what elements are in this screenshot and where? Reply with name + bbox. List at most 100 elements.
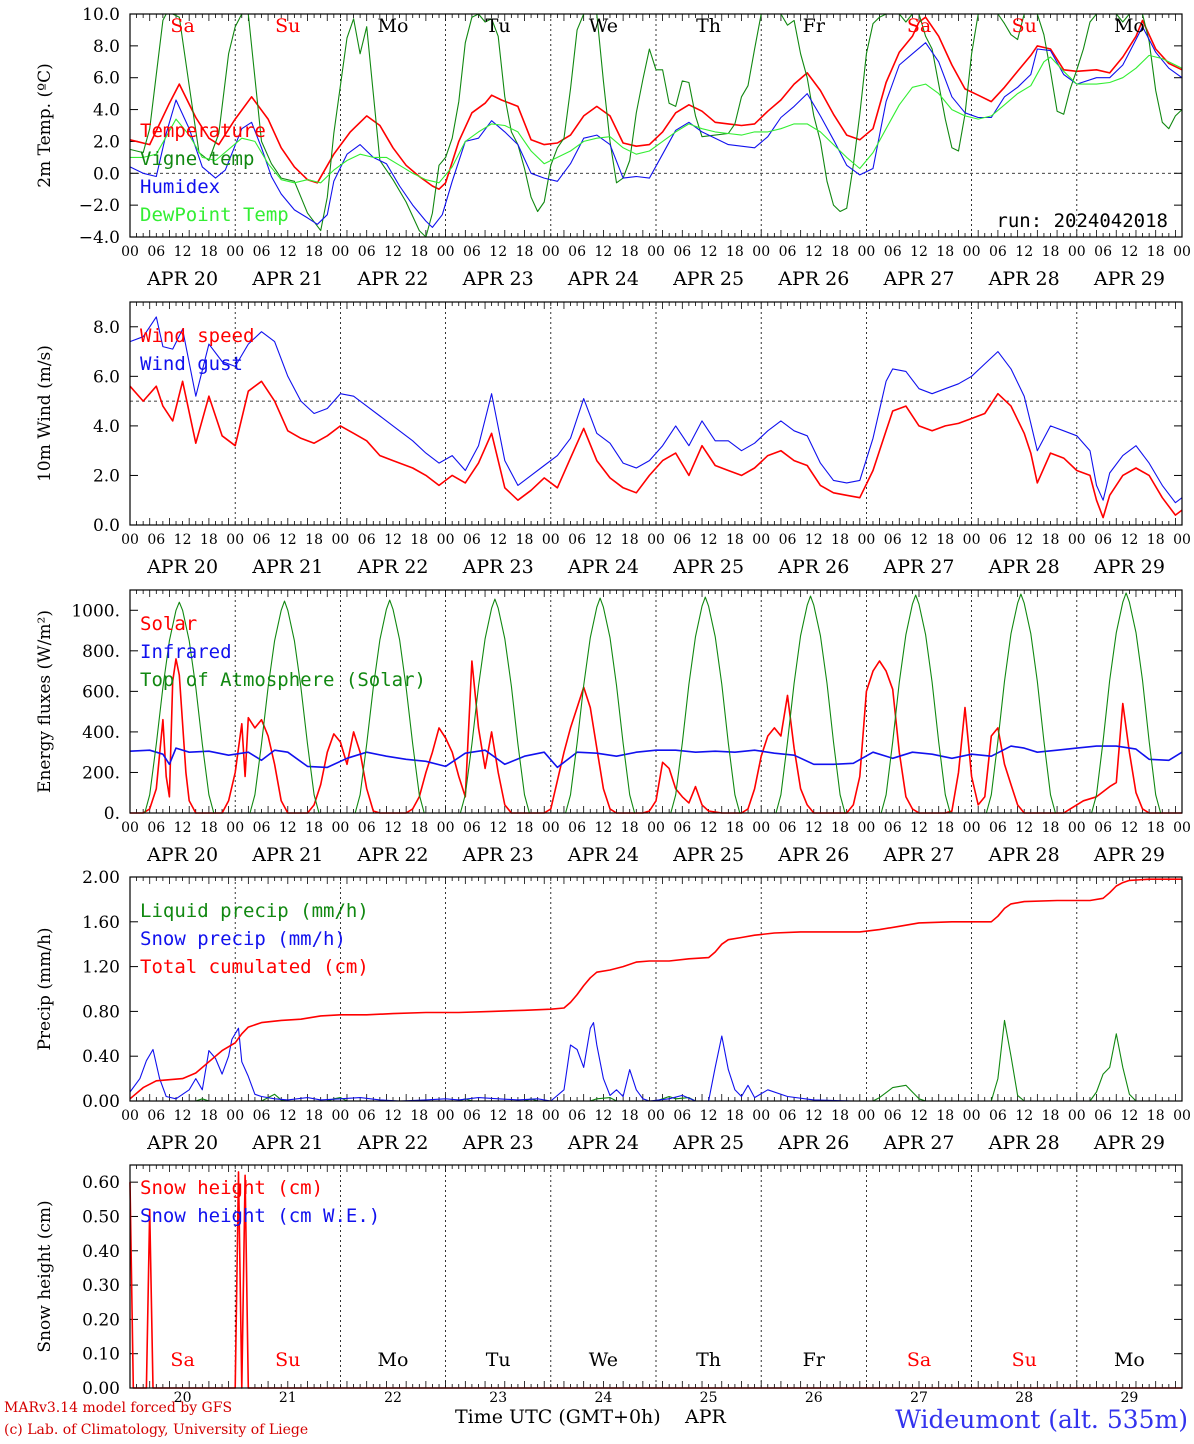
legend-entry: Humidex [140, 176, 220, 198]
weekday-label: Sa [170, 15, 194, 37]
hour-tick-label: 00 [437, 244, 455, 260]
hour-tick-label: 18 [305, 820, 323, 836]
series-line [130, 54, 1183, 184]
day-number-label: 24 [594, 1390, 612, 1406]
hour-tick-label: 06 [463, 820, 481, 836]
hour-tick-label: 00 [542, 1108, 560, 1124]
hour-tick-label: 00 [857, 820, 875, 836]
panel-1: −4.0 −2.0 0.0 2.0 4.0 6.0 8.0 10.0 2m Temp. (ºC)… [35, 5, 1191, 290]
series-line [129, 745, 1183, 769]
date-label: APR 29 [1093, 1132, 1165, 1154]
hour-tick-label: 00 [857, 1108, 875, 1124]
weekday-label: Tu [486, 1349, 511, 1371]
date-label: APR 25 [672, 844, 744, 866]
hour-tick-label: 00 [963, 1108, 981, 1124]
hour-tick-label: 18 [621, 1108, 639, 1124]
hour-tick-label: 12 [279, 532, 297, 548]
hour-tick-label: 12 [279, 244, 297, 260]
copyright: (c) Lab. of Climatology, University of L… [4, 1422, 308, 1438]
hour-tick-label: 12 [594, 244, 612, 260]
hour-tick-label: 00 [121, 244, 139, 260]
date-label: APR 23 [462, 1132, 534, 1154]
series-line [129, 1022, 1182, 1102]
hour-tick-label: 00 [1068, 820, 1086, 836]
date-label: APR 22 [356, 844, 428, 866]
hour-tick-label: 06 [779, 244, 797, 260]
hour-tick-label: 18 [726, 1108, 744, 1124]
series-line [144, 592, 1162, 814]
y-tick-label: −2.0 [79, 196, 120, 216]
hour-tick-label: 06 [358, 1108, 376, 1124]
date-label: APR 24 [567, 844, 639, 866]
hour-tick-label: 06 [989, 532, 1007, 548]
series-line [129, 878, 1182, 1100]
hour-tick-label: 18 [1042, 532, 1060, 548]
hour-tick-label: 06 [1094, 532, 1112, 548]
hour-tick-label: 12 [1015, 244, 1033, 260]
date-label: APR 25 [672, 268, 744, 290]
date-label: APR 22 [356, 1132, 428, 1154]
plot-frame [129, 1164, 1183, 1389]
date-label: APR 29 [1093, 844, 1165, 866]
hour-tick-label: 18 [200, 532, 218, 548]
legend-entry: Snow height (cm) [140, 1177, 323, 1199]
date-label: APR 22 [356, 268, 428, 290]
y-tick-label: 1.20 [82, 958, 120, 978]
hour-tick-label: 00 [226, 1108, 244, 1124]
weekday-label: Sa [907, 1349, 931, 1371]
legend-entry: Total cumulated (cm) [140, 956, 369, 978]
hour-tick-label: 06 [358, 532, 376, 548]
hour-tick-label: 00 [647, 532, 665, 548]
hour-tick-label: 12 [1120, 820, 1138, 836]
y-tick-label: 2.0 [93, 466, 120, 486]
hour-tick-label: 18 [410, 244, 428, 260]
weekday-label: Su [1012, 15, 1037, 37]
date-label: APR 29 [1093, 556, 1165, 578]
hour-tick-label: 00 [1068, 1108, 1086, 1124]
hour-tick-label: 06 [779, 820, 797, 836]
hour-tick-label: 00 [437, 820, 455, 836]
y-tick-label: 600. [82, 682, 120, 702]
hour-tick-label: 00 [752, 244, 770, 260]
hour-tick-label: 00 [857, 244, 875, 260]
date-label: APR 24 [567, 556, 639, 578]
hour-tick-label: 18 [621, 532, 639, 548]
hour-tick-label: 00 [331, 532, 349, 548]
x-axis-label: Time UTC (GMT+0h) [455, 1406, 661, 1428]
legend-entry: Top of Atmosphere (Solar) [140, 669, 426, 691]
hour-tick-label: 18 [200, 244, 218, 260]
hour-tick-label: 18 [1042, 1108, 1060, 1124]
day-number-label: 28 [1015, 1390, 1033, 1406]
hour-tick-label: 12 [594, 532, 612, 548]
date-label: APR 21 [251, 556, 323, 578]
hour-tick-label: 00 [1068, 532, 1086, 548]
panel-2: 0.0 2.0 4.0 6.0 8.0 10m Wind (m/s) Wind speed W… [35, 301, 1191, 578]
weekday-label: Th [696, 15, 721, 37]
hour-tick-label: 12 [174, 1108, 192, 1124]
weekday-label: Su [1012, 1349, 1037, 1371]
date-label: APR 27 [882, 1132, 954, 1154]
model-credit: MARv3.14 model forced by GFS [4, 1400, 232, 1416]
date-label: APR 27 [882, 844, 954, 866]
date-label: APR 28 [988, 268, 1060, 290]
hour-tick-label: 06 [463, 1108, 481, 1124]
hour-tick-label: 06 [147, 1108, 165, 1124]
hour-tick-label: 18 [516, 532, 534, 548]
hour-tick-label: 18 [831, 820, 849, 836]
hour-tick-label: 12 [805, 532, 823, 548]
hour-tick-label: 00 [857, 532, 875, 548]
y-axis-label: Precip (mm/h) [35, 927, 55, 1050]
hour-tick-label: 00 [963, 820, 981, 836]
hour-tick-label: 18 [726, 244, 744, 260]
hour-tick-label: 18 [1042, 244, 1060, 260]
hour-tick-label: 06 [463, 244, 481, 260]
hour-tick-label: 00 [1068, 244, 1086, 260]
hour-tick-label: 06 [989, 244, 1007, 260]
date-label: APR 28 [988, 556, 1060, 578]
hour-tick-label: 18 [516, 820, 534, 836]
hour-tick-label: 00 [963, 532, 981, 548]
hour-tick-label: 06 [568, 244, 586, 260]
hour-tick-label: 00 [647, 1108, 665, 1124]
hour-tick-label: 06 [989, 820, 1007, 836]
